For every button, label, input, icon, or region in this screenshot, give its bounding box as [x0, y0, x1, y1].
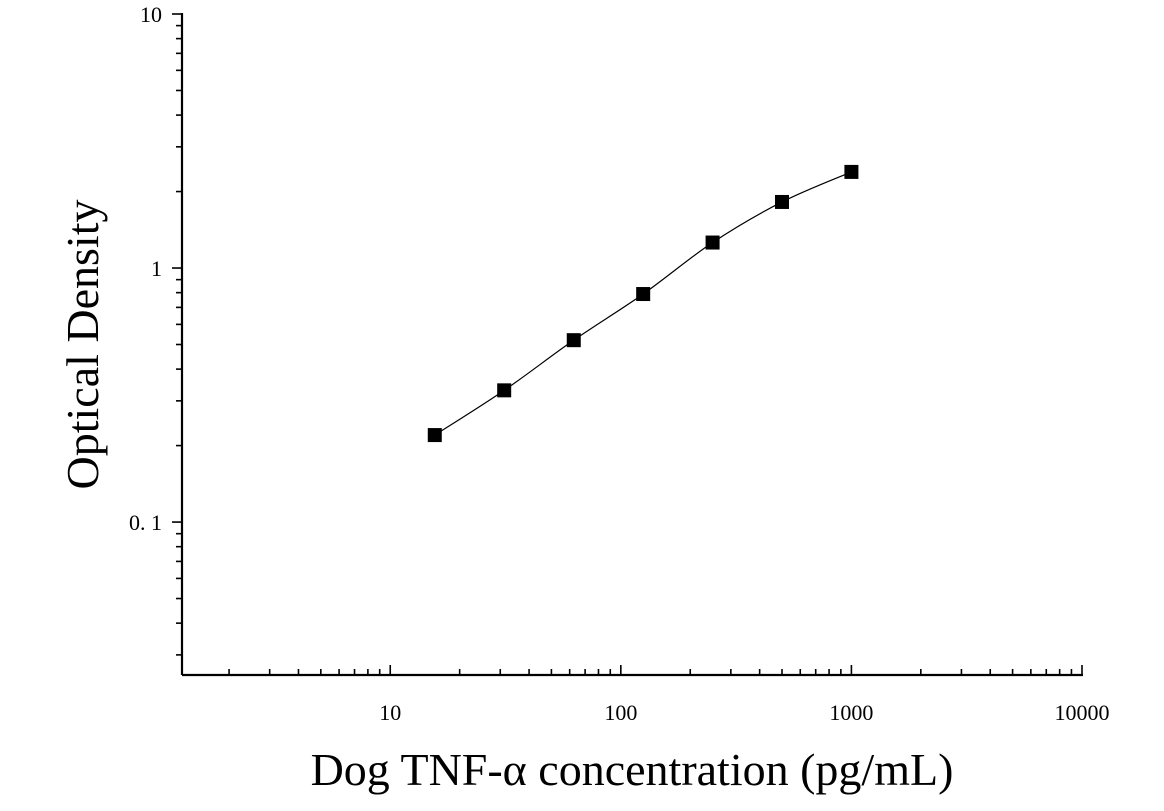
data-point — [705, 235, 720, 250]
data-point — [566, 333, 581, 348]
plot-area: 0. 1 1 10 10 100 1000 10000 — [129, 2, 1110, 725]
y-axis-title: Optical Density — [57, 200, 108, 490]
y-tick-label: 0. 1 — [129, 510, 162, 535]
y-tick-label: 1 — [151, 256, 162, 281]
data-point — [497, 383, 512, 398]
x-tick-label: 1000 — [829, 700, 873, 725]
x-axis-title: Dog TNF-α concentration (pg/mL) — [311, 744, 954, 795]
data-point — [775, 194, 789, 209]
x-tick-label: 10 — [379, 700, 401, 725]
y-tick-label: 10 — [140, 2, 162, 27]
data-point — [427, 428, 442, 443]
data-point — [844, 164, 859, 179]
x-tick-label: 10000 — [1055, 700, 1110, 725]
x-tick-label: 100 — [604, 700, 637, 725]
data-point — [636, 287, 651, 302]
